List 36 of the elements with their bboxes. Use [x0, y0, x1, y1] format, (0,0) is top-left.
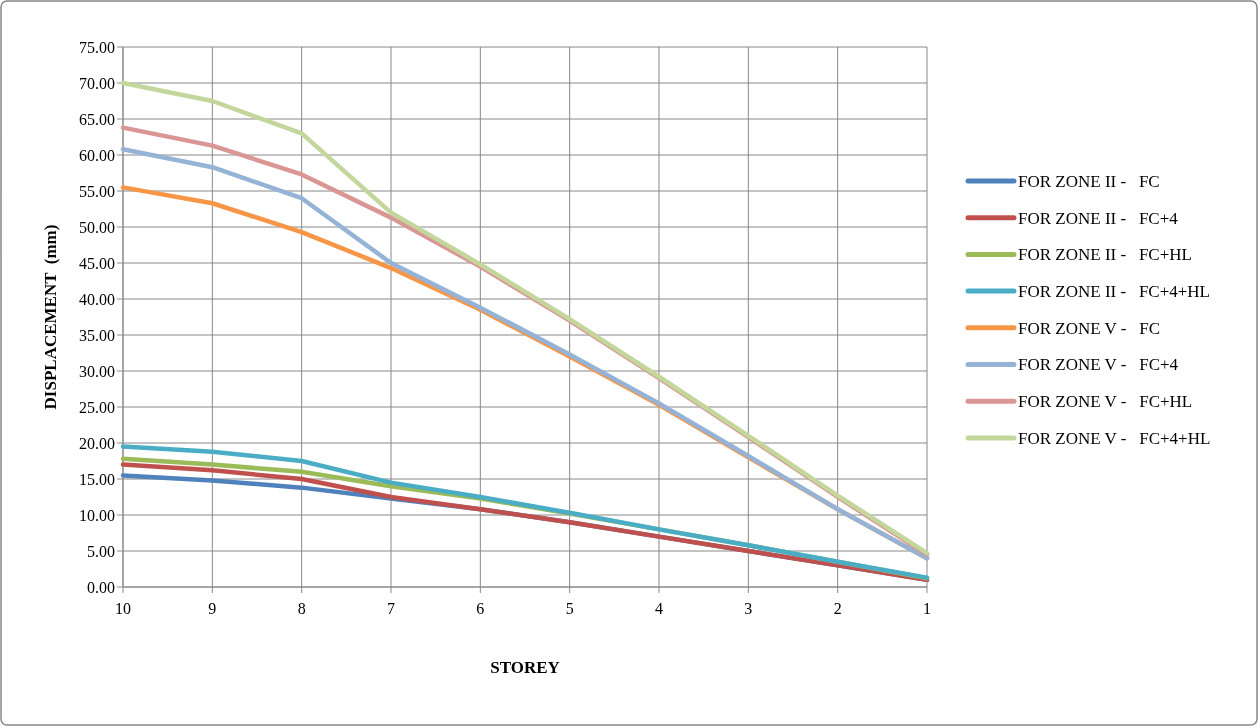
y-tick-label: 0.00	[87, 578, 115, 596]
x-tick-label: 2	[833, 600, 842, 617]
legend-label: FOR ZONE V - FC	[1018, 318, 1161, 338]
legend-label: FOR ZONE V - FC+HL	[1018, 392, 1193, 412]
legend-label: FOR ZONE II - FC+4+HL	[1018, 282, 1211, 302]
legend-label: FOR ZONE II - FC	[1018, 171, 1160, 191]
y-tick-label: 75.00	[79, 38, 115, 56]
x-tick-label: 9	[208, 600, 217, 617]
y-tick-label: 35.00	[79, 326, 115, 344]
y-tick-label: 55.00	[79, 182, 115, 200]
y-tick-label: 25.00	[79, 398, 115, 416]
y-tick-label: 45.00	[79, 254, 115, 272]
x-axis-title: STOREY	[490, 658, 560, 677]
legend-label: FOR ZONE II - FC+HL	[1018, 245, 1192, 265]
y-tick-label: 70.00	[79, 74, 115, 92]
y-tick-label: 30.00	[79, 362, 115, 380]
y-tick-label: 50.00	[79, 218, 115, 236]
legend-label: FOR ZONE II - FC+4	[1018, 208, 1179, 228]
x-tick-label: 5	[565, 600, 574, 617]
legend-label: FOR ZONE V - FC+4	[1018, 355, 1179, 375]
y-tick-label: 5.00	[87, 542, 115, 560]
y-tick-label: 15.00	[79, 470, 115, 488]
y-tick-label: 10.00	[79, 506, 115, 524]
legend-label: FOR ZONE V - FC+4+HL	[1018, 428, 1211, 448]
x-tick-label: 1	[923, 600, 931, 617]
x-tick-label: 6	[476, 600, 485, 617]
x-tick-label: 3	[744, 600, 753, 617]
x-tick-label: 7	[387, 600, 395, 617]
x-tick-label: 4	[655, 600, 663, 617]
y-tick-label: 60.00	[79, 146, 115, 164]
y-tick-label: 20.00	[79, 434, 115, 452]
x-tick-label: 8	[297, 600, 306, 617]
x-tick-label: 10	[115, 600, 131, 617]
y-tick-label: 65.00	[79, 110, 115, 128]
y-axis-title: DISPLACEMENT (mm)	[41, 224, 60, 410]
y-tick-label: 40.00	[79, 290, 115, 308]
